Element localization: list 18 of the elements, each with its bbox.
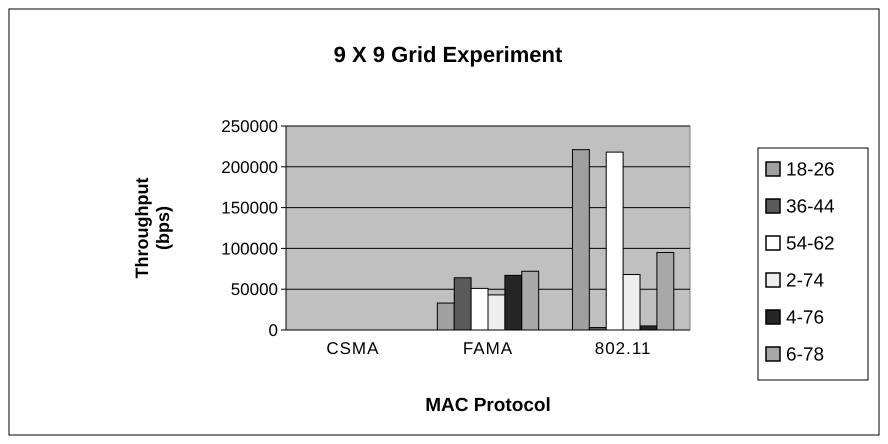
chart-title: 9 X 9 Grid Experiment — [334, 42, 563, 67]
y-tick-label: 50000 — [230, 280, 278, 300]
y-tick-label: 100000 — [221, 239, 278, 258]
y-tick-label: 0 — [268, 320, 278, 340]
x-tick-label: 802.11 — [594, 339, 652, 358]
x-axis-title: MAC Protocol — [425, 395, 551, 416]
x-tick-label: CSMA — [326, 339, 380, 358]
legend-label: 36-44 — [786, 196, 836, 218]
legend-label: 18-26 — [786, 160, 835, 181]
legend-label: 6-78 — [786, 344, 824, 366]
y-axis-title: Throughput (bps) — [132, 178, 173, 278]
y-tick-label: 250000 — [221, 116, 278, 136]
legend-label: 54-62 — [786, 234, 835, 255]
y-tick-label: 150000 — [221, 198, 278, 218]
y-tick-label: 200000 — [221, 158, 278, 177]
legend-label: 4-76 — [786, 308, 824, 329]
x-tick-label: FAMA — [462, 339, 514, 358]
legend-label: 2-74 — [786, 270, 824, 292]
